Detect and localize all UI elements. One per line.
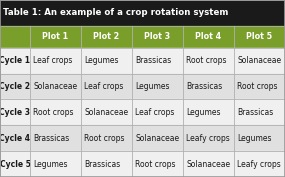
Bar [30, 74, 81, 99]
Text: Root crops: Root crops [33, 108, 74, 117]
Text: Plot 1: Plot 1 [42, 32, 68, 41]
Bar [0, 125, 30, 151]
Bar [0, 74, 30, 99]
Text: Legumes: Legumes [33, 160, 68, 169]
Text: Cycle 5: Cycle 5 [0, 160, 30, 169]
Text: Cycle 1: Cycle 1 [0, 56, 30, 65]
Bar [132, 125, 183, 151]
Bar [234, 151, 285, 177]
Bar [132, 48, 183, 74]
Text: Brassicas: Brassicas [33, 134, 70, 143]
Bar [0, 151, 30, 177]
Text: Cycle 2: Cycle 2 [0, 82, 30, 91]
Text: Plot 5: Plot 5 [247, 32, 272, 41]
Bar [234, 48, 285, 74]
Bar [30, 26, 81, 48]
Bar [183, 48, 234, 74]
Bar [81, 48, 132, 74]
Text: Leafy crops: Leafy crops [186, 134, 230, 143]
Text: Legumes: Legumes [186, 108, 221, 117]
Text: Root crops: Root crops [237, 82, 278, 91]
Text: Legumes: Legumes [237, 134, 272, 143]
Text: Plot 4: Plot 4 [196, 32, 221, 41]
Bar [183, 125, 234, 151]
Bar [234, 99, 285, 125]
Text: Solanaceae: Solanaceae [84, 108, 129, 117]
Text: Cycle 3: Cycle 3 [0, 108, 30, 117]
Bar [0, 26, 30, 48]
Bar [183, 26, 234, 48]
Bar [234, 26, 285, 48]
Text: Solanaceae: Solanaceae [237, 56, 282, 65]
Bar [81, 26, 132, 48]
Bar [0, 48, 30, 74]
Text: Leafy crops: Leafy crops [237, 160, 281, 169]
Text: Table 1: An example of a crop rotation system: Table 1: An example of a crop rotation s… [3, 8, 229, 17]
Text: Plot 2: Plot 2 [93, 32, 120, 41]
Bar [183, 74, 234, 99]
Text: Root crops: Root crops [186, 56, 227, 65]
Text: Root crops: Root crops [84, 134, 125, 143]
Text: Solanaceae: Solanaceae [186, 160, 231, 169]
Text: Leaf crops: Leaf crops [33, 56, 73, 65]
Bar [81, 99, 132, 125]
Bar [30, 151, 81, 177]
Text: Solanaceae: Solanaceae [135, 134, 180, 143]
Bar [30, 99, 81, 125]
Bar [0, 99, 30, 125]
Bar [81, 125, 132, 151]
Bar [30, 48, 81, 74]
Text: Plot 3: Plot 3 [144, 32, 170, 41]
Text: Cycle 4: Cycle 4 [0, 134, 30, 143]
Bar [81, 151, 132, 177]
Bar [183, 99, 234, 125]
Text: Root crops: Root crops [135, 160, 176, 169]
Bar [132, 151, 183, 177]
Text: Legumes: Legumes [135, 82, 170, 91]
Text: Brassicas: Brassicas [237, 108, 274, 117]
Bar [0, 0, 285, 26]
Bar [234, 125, 285, 151]
Bar [183, 151, 234, 177]
Text: Brassicas: Brassicas [84, 160, 121, 169]
Bar [30, 125, 81, 151]
Text: Solanaceae: Solanaceae [33, 82, 78, 91]
Bar [132, 74, 183, 99]
Bar [132, 99, 183, 125]
Bar [234, 74, 285, 99]
Text: Leaf crops: Leaf crops [135, 108, 175, 117]
Text: Legumes: Legumes [84, 56, 119, 65]
Text: Leaf crops: Leaf crops [84, 82, 124, 91]
Text: Brassicas: Brassicas [186, 82, 223, 91]
Bar [132, 26, 183, 48]
Text: Brassicas: Brassicas [135, 56, 172, 65]
Bar [81, 74, 132, 99]
